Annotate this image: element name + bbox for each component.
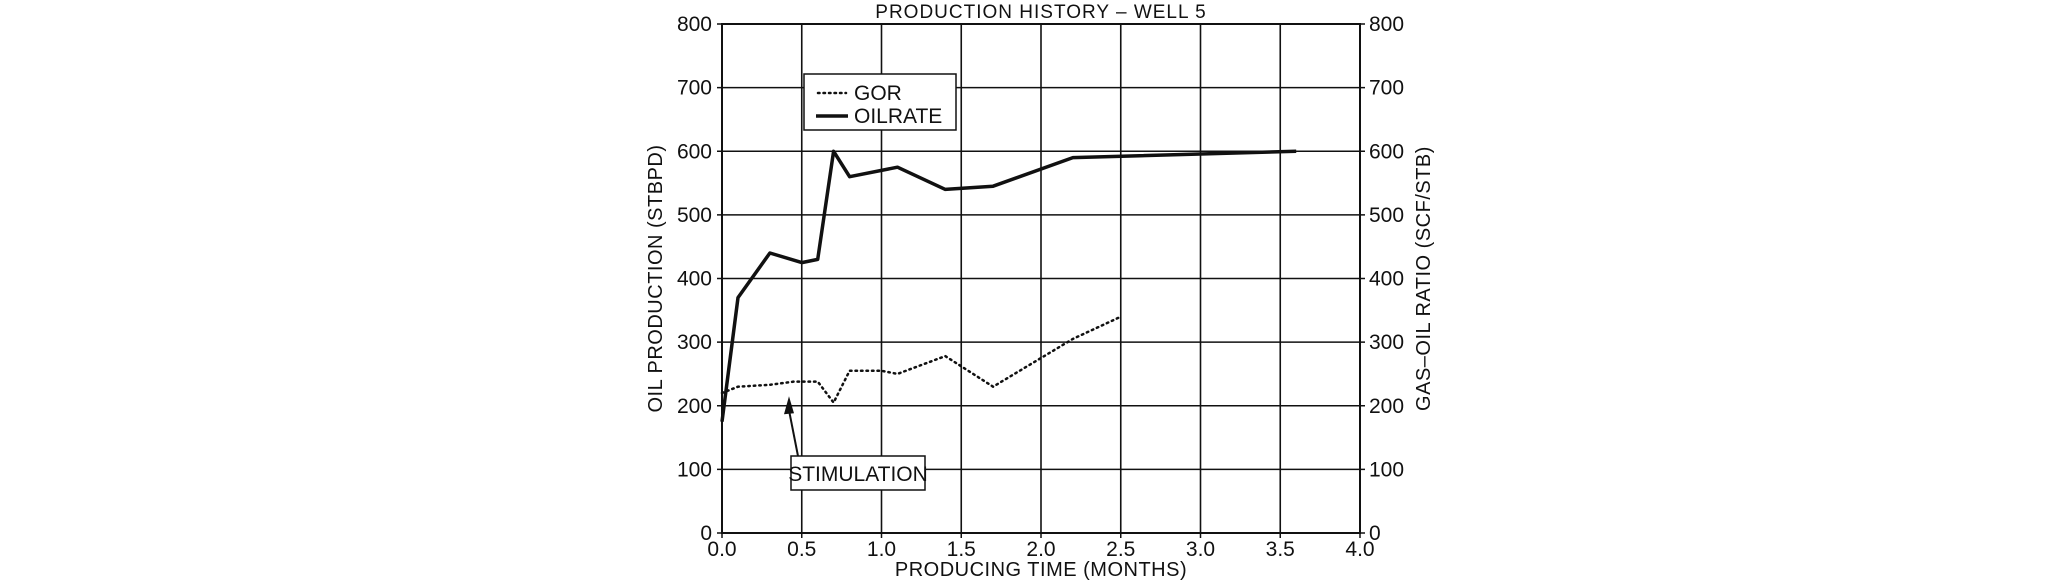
x-tick-label: 2.5 (1106, 538, 1135, 561)
y-left-tick-label: 700 (677, 77, 712, 100)
x-tick-label: 3.0 (1186, 538, 1215, 561)
x-tick-label: 4.0 (1345, 538, 1374, 561)
stimulation-label: STIMULATION (788, 463, 928, 486)
y-right-axis-title: GAS–OIL RATIO (SCF/STB) (1413, 146, 1435, 411)
y-right-tick-label: 200 (1369, 395, 1404, 418)
stimulation-arrow (788, 410, 799, 457)
series-layer (720, 149, 1297, 422)
legend-box (803, 73, 957, 131)
y-right-tick-label: 300 (1369, 331, 1404, 354)
y-right-tick-label: 600 (1369, 140, 1404, 163)
legend-label-gor: GOR (854, 82, 902, 105)
chart-title: PRODUCTION HISTORY – WELL 5 (875, 2, 1206, 23)
x-tick-labels: 0.0 0.5 1.0 1.5 2.0 2.5 3.0 3.5 4.0 (707, 533, 1375, 561)
y-left-tick-label: 800 (677, 13, 712, 36)
y-left-tick-label: 200 (677, 395, 712, 418)
x-tick-label: 1.5 (947, 538, 976, 561)
y-left-axis-title: OIL PRODUCTION (STBPD) (645, 144, 667, 412)
y-right-tick-label: 400 (1369, 268, 1404, 291)
x-axis-title: PRODUCING TIME (MONTHS) (895, 559, 1187, 581)
y-right-tick-label: 500 (1369, 204, 1404, 227)
y-left-tick-labels: 0 100 200 300 400 500 600 700 800 (677, 13, 722, 545)
x-tick-label: 0.5 (787, 538, 816, 561)
legend-label-oilrate: OILRATE (854, 105, 942, 128)
x-tick-label: 3.5 (1266, 538, 1295, 561)
x-tick-label: 0.0 (707, 538, 736, 561)
series-line-oilrate (720, 149, 1297, 422)
y-left-tick-label: 0 (700, 522, 712, 545)
y-right-tick-label: 800 (1369, 13, 1404, 36)
y-right-tick-label: 0 (1369, 522, 1381, 545)
legend: GOR OILRATE (803, 73, 957, 131)
stimulation-annotation: STIMULATION (783, 396, 928, 491)
x-tick-label: 1.0 (867, 538, 896, 561)
y-left-tick-label: 600 (677, 140, 712, 163)
y-right-tick-labels: 0 100 200 300 400 500 600 700 800 (1360, 13, 1404, 545)
stimulation-arrowhead (783, 396, 794, 415)
y-left-tick-label: 100 (677, 458, 712, 481)
series-line-gor (720, 315, 1123, 404)
y-right-tick-label: 100 (1369, 458, 1404, 481)
y-left-tick-label: 500 (677, 204, 712, 227)
y-left-tick-label: 400 (677, 268, 712, 291)
y-right-tick-label: 700 (1369, 77, 1404, 100)
stimulation-box (790, 455, 926, 491)
y-left-tick-label: 300 (677, 331, 712, 354)
x-tick-label: 2.0 (1026, 538, 1055, 561)
